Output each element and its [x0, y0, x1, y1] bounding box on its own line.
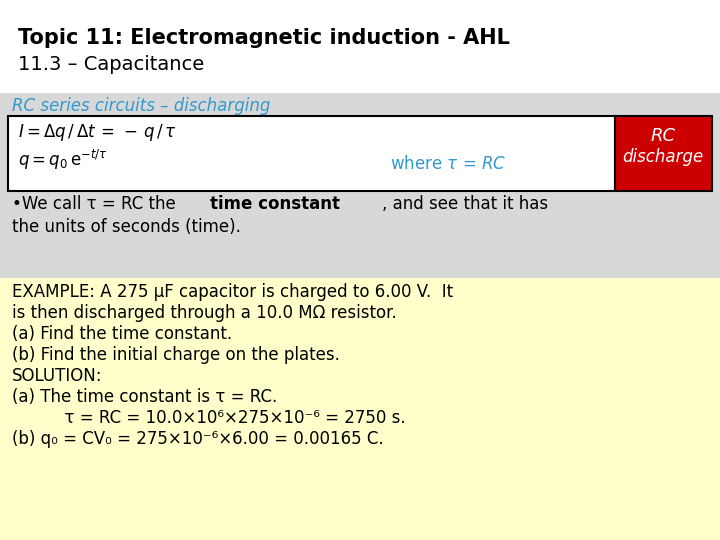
Text: RC: RC: [650, 127, 675, 145]
Text: time constant: time constant: [210, 195, 340, 213]
Text: RC series circuits – discharging: RC series circuits – discharging: [12, 97, 271, 115]
FancyBboxPatch shape: [8, 116, 615, 191]
Text: (b) q₀ = CV₀ = 275×10⁻⁶×6.00 = 0.00165 C.: (b) q₀ = CV₀ = 275×10⁻⁶×6.00 = 0.00165 C…: [12, 430, 384, 448]
Text: is then discharged through a 10.0 MΩ resistor.: is then discharged through a 10.0 MΩ res…: [12, 304, 397, 322]
Text: the units of seconds (time).: the units of seconds (time).: [12, 218, 241, 236]
FancyBboxPatch shape: [0, 278, 720, 540]
Text: (a) Find the time constant.: (a) Find the time constant.: [12, 325, 232, 343]
FancyBboxPatch shape: [615, 116, 712, 191]
Text: SOLUTION:: SOLUTION:: [12, 367, 102, 385]
Text: (a) The time constant is τ = RC.: (a) The time constant is τ = RC.: [12, 388, 277, 406]
Text: , and see that it has: , and see that it has: [382, 195, 548, 213]
Text: discharge: discharge: [622, 148, 703, 166]
Text: $I = \Delta q\,/\,\Delta t\,=\,-\,q\,/\,\tau$: $I = \Delta q\,/\,\Delta t\,=\,-\,q\,/\,…: [18, 122, 176, 143]
FancyBboxPatch shape: [0, 0, 720, 100]
Text: EXAMPLE: A 275 μF capacitor is charged to 6.00 V.  It: EXAMPLE: A 275 μF capacitor is charged t…: [12, 283, 453, 301]
Text: where $\tau$ = $RC$: where $\tau$ = $RC$: [390, 155, 506, 173]
FancyBboxPatch shape: [0, 93, 720, 278]
Text: $q = q_0\,\mathrm{e}^{-t/\tau}$: $q = q_0\,\mathrm{e}^{-t/\tau}$: [18, 148, 108, 172]
Text: Topic 11: Electromagnetic induction - AHL: Topic 11: Electromagnetic induction - AH…: [18, 28, 510, 48]
Text: 11.3 – Capacitance: 11.3 – Capacitance: [18, 55, 204, 74]
Text: (b) Find the initial charge on the plates.: (b) Find the initial charge on the plate…: [12, 346, 340, 364]
Text: •We call τ = RC the: •We call τ = RC the: [12, 195, 181, 213]
Text: τ = RC = 10.0×10⁶×275×10⁻⁶ = 2750 s.: τ = RC = 10.0×10⁶×275×10⁻⁶ = 2750 s.: [12, 409, 405, 427]
